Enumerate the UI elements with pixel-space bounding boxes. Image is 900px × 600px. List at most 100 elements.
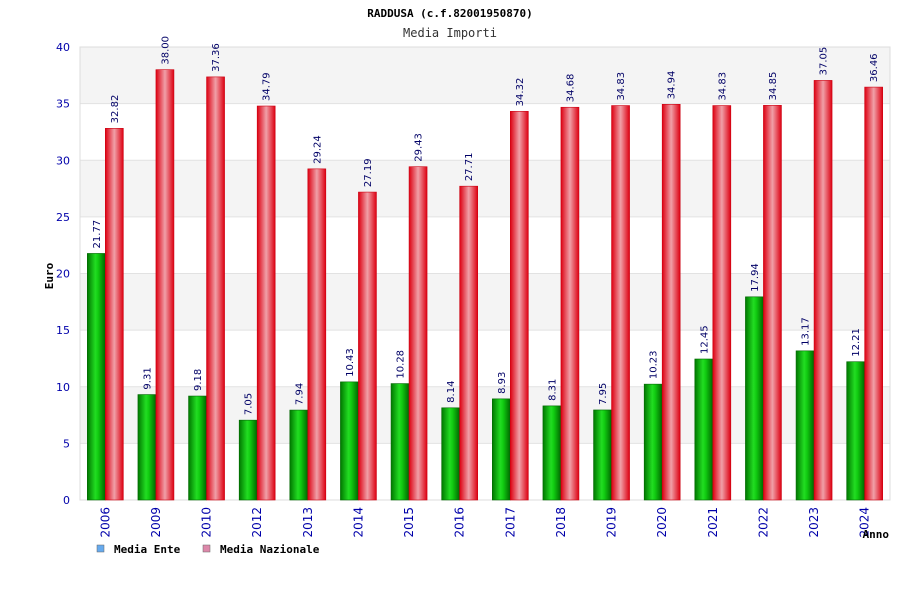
bar-media-nazionale (661, 104, 681, 501)
y-tick-label: 15 (56, 324, 70, 337)
data-label: 34.94 (667, 71, 678, 100)
legend-swatch-media-nazionale (202, 544, 211, 553)
data-label: 9.31 (142, 367, 153, 389)
data-label: 8.93 (497, 372, 508, 394)
bar-media-nazionale (256, 105, 276, 501)
bar-media-ente (441, 407, 460, 501)
chart-title: RADDUSA (c.f.82001950870) (367, 7, 533, 20)
x-tick-label: 2014 (351, 507, 365, 538)
data-labels: 21.77 9.31 9.18 7.05 7.94 10.43 10.28 8.14 8.93 8… (92, 36, 880, 415)
x-tick-label: 2012 (250, 507, 264, 538)
data-label: 34.68 (565, 74, 576, 103)
data-label: 27.19 (363, 158, 374, 187)
bar-media-ente (745, 296, 764, 501)
x-tick-label: 2023 (807, 507, 821, 538)
data-label: 7.05 (244, 393, 255, 415)
bar-media-ente (87, 253, 106, 501)
bar-media-nazionale (560, 106, 580, 501)
data-label: 10.28 (396, 350, 407, 379)
data-label: 12.21 (851, 328, 862, 357)
bar-media-ente (846, 361, 865, 501)
bar-media-ente (694, 358, 714, 501)
y-tick-label: 5 (63, 437, 70, 450)
y-axis-label: Euro (43, 262, 56, 289)
legend: Media Ente Media Nazionale (96, 543, 320, 556)
bars (87, 69, 883, 501)
data-label: 17.94 (750, 263, 761, 292)
data-label: 13.17 (801, 317, 812, 346)
bar-media-ente (289, 409, 309, 501)
data-label: 21.77 (92, 220, 103, 249)
bar-media-nazionale (408, 166, 428, 501)
bar-media-nazionale (155, 69, 175, 501)
data-label: 34.32 (515, 78, 526, 107)
bar-media-nazionale (864, 86, 883, 501)
bar-media-nazionale (813, 80, 833, 501)
x-tick-label: 2024 (858, 507, 872, 538)
x-tick-label: 2006 (98, 507, 112, 538)
x-tick-label: 2010 (200, 507, 214, 538)
data-label: 36.46 (869, 53, 880, 82)
data-label: 37.36 (211, 43, 222, 72)
x-tick-label: 2015 (402, 507, 416, 538)
y-axis-ticks: 0 5 10 15 20 25 30 35 40 (56, 41, 70, 507)
legend-swatch-media-ente (96, 544, 105, 553)
bar-media-ente (593, 409, 612, 501)
data-label: 29.43 (414, 133, 425, 162)
x-tick-label: 2021 (706, 507, 720, 538)
data-label: 34.79 (262, 72, 273, 101)
legend-label-media-nazionale: Media Nazionale (220, 543, 320, 556)
x-axis-ticks: 2006 2009 2010 2012 2013 2014 2015 2016 2017 2018… (98, 507, 871, 538)
bar-media-nazionale (307, 168, 327, 501)
x-axis-label: Anno (863, 528, 890, 541)
y-tick-label: 35 (56, 98, 70, 111)
y-tick-label: 20 (56, 268, 70, 281)
bar-media-ente (492, 398, 511, 501)
x-tick-label: 2022 (756, 507, 770, 538)
bar-media-ente (137, 394, 157, 501)
data-label: 27.71 (464, 153, 475, 182)
y-tick-label: 30 (56, 154, 70, 167)
bar-media-ente (340, 381, 359, 501)
x-tick-label: 2016 (453, 507, 467, 538)
x-tick-label: 2020 (655, 507, 669, 538)
data-label: 7.95 (598, 383, 609, 405)
data-label: 10.43 (345, 348, 356, 377)
bar-media-nazionale (510, 111, 529, 501)
chart-subtitle: Media Importi (403, 26, 497, 40)
data-label: 10.23 (649, 351, 660, 380)
x-tick-label: 2017 (503, 507, 517, 538)
data-label: 34.83 (717, 72, 728, 101)
x-tick-label: 2019 (605, 507, 619, 538)
x-tick-label: 2018 (554, 507, 568, 538)
bar-media-ente (188, 395, 207, 501)
data-label: 8.31 (547, 379, 558, 401)
legend-label-media-ente: Media Ente (114, 543, 181, 556)
bar-media-nazionale (611, 105, 630, 501)
bar-media-ente (643, 383, 663, 501)
x-tick-label: 2009 (149, 507, 163, 538)
bar-media-nazionale (206, 76, 225, 501)
data-label: 32.82 (110, 95, 121, 124)
data-label: 9.18 (193, 369, 204, 391)
bar-media-nazionale (358, 191, 377, 501)
data-label: 8.14 (446, 381, 457, 403)
data-label: 38.00 (160, 36, 171, 65)
data-label: 7.94 (294, 383, 305, 405)
data-label: 29.24 (312, 135, 323, 164)
bar-media-ente (795, 350, 815, 501)
data-label: 34.85 (768, 72, 779, 101)
bar-media-ente (238, 419, 258, 501)
bar-media-ente (390, 383, 410, 501)
bar-media-nazionale (459, 185, 478, 501)
data-label: 37.05 (819, 47, 830, 76)
plot-frame (79, 46, 891, 501)
data-label: 34.83 (616, 72, 627, 101)
bar-media-nazionale (763, 105, 782, 501)
bar-media-ente (542, 405, 562, 501)
bar-media-nazionale (105, 128, 124, 501)
data-label: 12.45 (699, 325, 710, 354)
bar-media-nazionale (712, 105, 732, 501)
y-tick-label: 40 (56, 41, 70, 54)
